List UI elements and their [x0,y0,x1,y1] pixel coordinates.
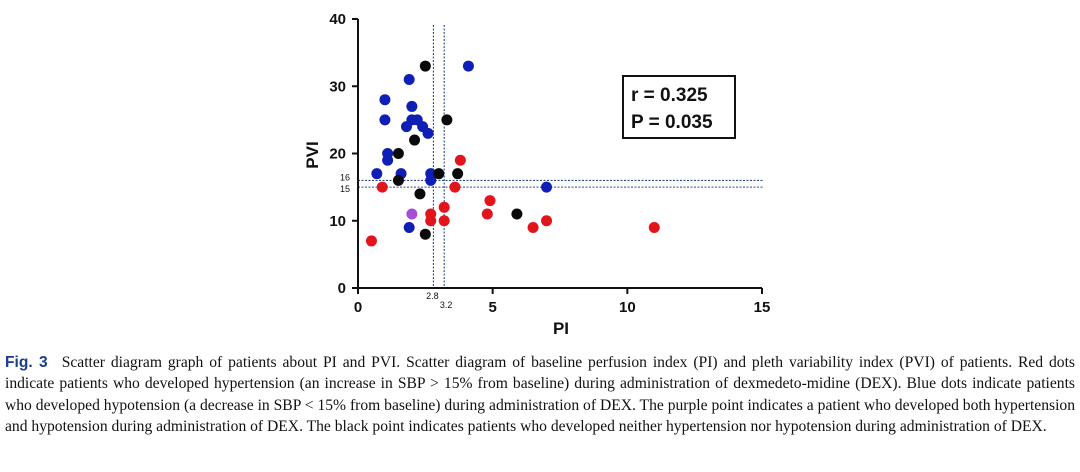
hypertension-point [527,221,539,233]
vertical-reference-label: 2.8 [426,291,439,301]
y-axis-label: PVI [303,141,322,168]
figure-label: Fig. 3 [5,354,48,371]
scatter-chart: 2.83.2 16 15 0 5 10 15 0 10 20 30 40 PI PVI r = 0.… [303,11,770,338]
caption-text: Scatter diagram graph of patients about … [5,354,1075,436]
hypotension-point [382,154,394,166]
axis-ticks: 0 5 10 15 0 10 20 30 40 [329,11,770,316]
hypertension-point [484,195,496,207]
y-tick-label: 20 [329,146,346,163]
hypotension-point [406,100,418,112]
hypotension-point [425,174,437,186]
y-tick-label: 10 [329,213,346,230]
hypotension-point [403,74,415,86]
hypertension-point [425,208,437,220]
neither-point [419,228,431,240]
y-tick-label: 0 [338,280,346,297]
both-point [406,208,418,220]
neither-point [433,168,445,180]
data-points [365,60,660,247]
figure-caption: Fig. 3 Scatter diagram graph of patients … [5,352,1075,438]
hypertension-point [541,215,553,227]
neither-point [414,188,426,200]
p-value: P = 0.035 [631,112,713,133]
y-tick-label: 40 [329,11,346,28]
hypertension-point [438,201,450,213]
stats-annotation-box: r = 0.325 P = 0.035 [622,75,736,139]
neither-point [441,114,453,126]
y-tick-label: 30 [329,78,346,95]
neither-point [419,60,431,72]
x-tick-label: 5 [488,299,496,316]
horizontal-reference-label: 15 [340,184,350,194]
hypertension-point [365,235,377,247]
x-tick-label: 10 [619,299,636,316]
reference-lines: 2.83.2 16 15 [340,25,764,310]
hypotension-point [462,60,474,72]
neither-point [392,148,404,159]
x-tick-label: 0 [354,299,362,316]
hypotension-point [403,221,415,233]
hypotension-point [379,94,391,106]
x-tick-label: 15 [754,299,771,316]
chart-axes [357,19,762,289]
hypertension-point [438,215,450,227]
neither-point [452,168,464,180]
vertical-reference-label: 3.2 [440,300,453,310]
x-axis-label: PI [553,319,569,338]
horizontal-reference-label: 16 [340,172,350,182]
hypertension-point [481,208,493,220]
hypotension-point [422,127,434,139]
neither-point [392,174,404,186]
hypertension-point [449,181,461,193]
hypertension-point [454,154,466,166]
hypotension-point [371,168,383,180]
hypotension-point [541,181,553,193]
neither-point [409,134,421,146]
stats-box-frame [622,75,736,139]
hypertension-point [376,181,388,193]
hypotension-point [379,114,391,126]
hypertension-point [648,221,660,233]
r-value: r = 0.325 [631,85,708,106]
neither-point [511,208,523,220]
